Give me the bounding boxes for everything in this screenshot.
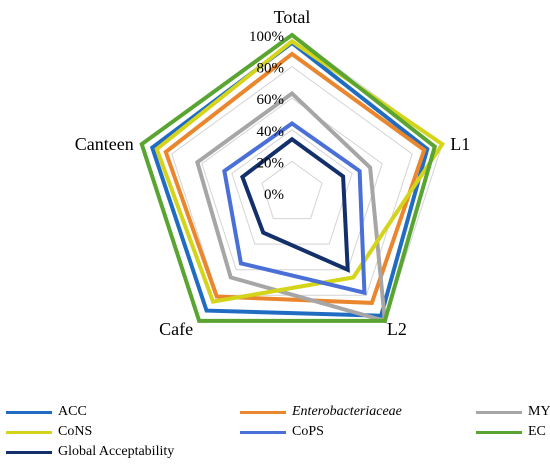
legend-label: CoPS bbox=[292, 424, 324, 439]
legend-swatch bbox=[6, 410, 52, 414]
legend-label: ACC bbox=[58, 404, 87, 419]
tick-label: 0% bbox=[264, 187, 284, 203]
axis-label-cafe: Cafe bbox=[159, 319, 193, 339]
series-line-ec bbox=[139, 32, 438, 323]
legend-label: MY bbox=[528, 404, 550, 419]
axis-label-total: Total bbox=[274, 7, 311, 27]
legend-item: CoNS bbox=[6, 422, 92, 442]
series-line-enterobacteriaceae bbox=[163, 51, 427, 305]
legend-swatch bbox=[476, 410, 522, 414]
tick-label: 80% bbox=[257, 61, 285, 77]
radar-chart: 0% 20% 40% 60% 80% 100% Total L1 L2 Cafe Canteen bbox=[75, 7, 471, 339]
grid-ring bbox=[201, 97, 383, 271]
tick-label: 40% bbox=[257, 124, 285, 140]
legend: ACC Enterobacteriaceae MY CoNS CoPS EC Global … bbox=[0, 400, 550, 466]
radar-axis-labels: Total L1 L2 Cafe Canteen bbox=[75, 7, 471, 339]
series-line-my bbox=[195, 90, 388, 324]
tick-label: 20% bbox=[257, 155, 285, 171]
radar-tick-labels: 0% 20% 40% 60% 80% 100% bbox=[249, 29, 284, 203]
series-line-cons bbox=[154, 38, 446, 304]
legend-label: Enterobacteriaceae bbox=[292, 404, 402, 419]
legend-swatch bbox=[476, 430, 522, 434]
legend-item: CoPS bbox=[240, 422, 324, 442]
legend-label: CoNS bbox=[58, 424, 93, 439]
axis-label-l2: L2 bbox=[387, 319, 407, 339]
legend-swatch bbox=[240, 410, 286, 414]
legend-label: Global Acceptability bbox=[58, 444, 175, 459]
series-line-global-acceptability bbox=[240, 136, 350, 273]
axis-label-l1: L1 bbox=[450, 134, 470, 154]
radar-series bbox=[139, 32, 446, 324]
tick-label: 100% bbox=[249, 29, 284, 45]
legend-swatch bbox=[6, 450, 52, 454]
legend-swatch bbox=[240, 430, 286, 434]
legend-item: Enterobacteriaceae bbox=[240, 402, 402, 422]
tick-label: 60% bbox=[257, 92, 285, 108]
series-line-cops bbox=[222, 121, 367, 296]
axis-label-canteen: Canteen bbox=[75, 134, 134, 154]
legend-item: Global Acceptability bbox=[6, 442, 174, 462]
legend-item: ACC bbox=[6, 402, 87, 422]
grid-ring bbox=[231, 129, 353, 245]
grid-ring bbox=[261, 160, 323, 220]
legend-item: MY bbox=[476, 402, 550, 422]
legend-item: EC bbox=[476, 422, 546, 442]
legend-swatch bbox=[6, 430, 52, 434]
series-line-acc bbox=[149, 40, 430, 318]
legend-label: EC bbox=[528, 424, 546, 439]
